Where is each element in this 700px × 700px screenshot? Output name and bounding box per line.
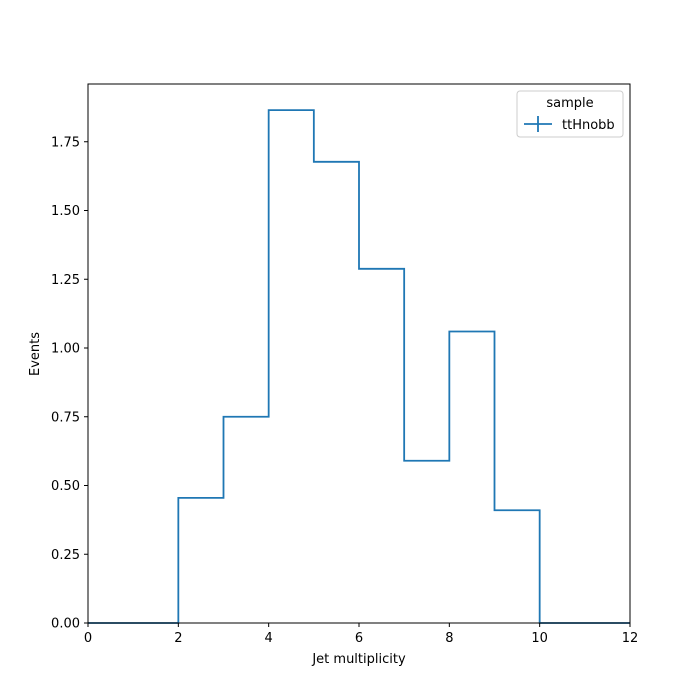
y-tick-label: 0.00 (51, 617, 80, 632)
x-tick-label: 10 (531, 631, 548, 646)
x-tick-label: 0 (84, 631, 92, 646)
y-tick-label: 0.50 (51, 479, 80, 494)
y-axis-label: Events (28, 332, 43, 376)
legend: sample ttHnobb (516, 90, 624, 138)
y-tick-label: 1.00 (51, 342, 80, 357)
x-axis-ticks: 0 2 4 6 8 10 12 (84, 623, 638, 646)
x-tick-label: 4 (265, 631, 273, 646)
y-tick-label: 1.50 (51, 204, 80, 219)
x-axis-label: Jet multiplicity (311, 652, 406, 667)
x-tick-label: 12 (622, 631, 639, 646)
x-tick-label: 2 (174, 631, 182, 646)
legend-title: sample (546, 96, 593, 111)
y-tick-label: 0.25 (51, 548, 80, 563)
legend-series-label: ttHnobb (562, 118, 615, 133)
x-tick-label: 8 (445, 631, 453, 646)
legend-box (516, 90, 624, 138)
y-tick-label: 1.25 (51, 273, 80, 288)
y-tick-label: 1.75 (51, 135, 80, 150)
y-tick-label: 0.75 (51, 410, 80, 425)
series-step-line-0 (88, 109, 630, 624)
x-tick-label: 6 (355, 631, 363, 646)
y-axis-ticks: 0.00 0.25 0.50 0.75 1.00 1.25 1.50 1.75 (51, 135, 88, 632)
